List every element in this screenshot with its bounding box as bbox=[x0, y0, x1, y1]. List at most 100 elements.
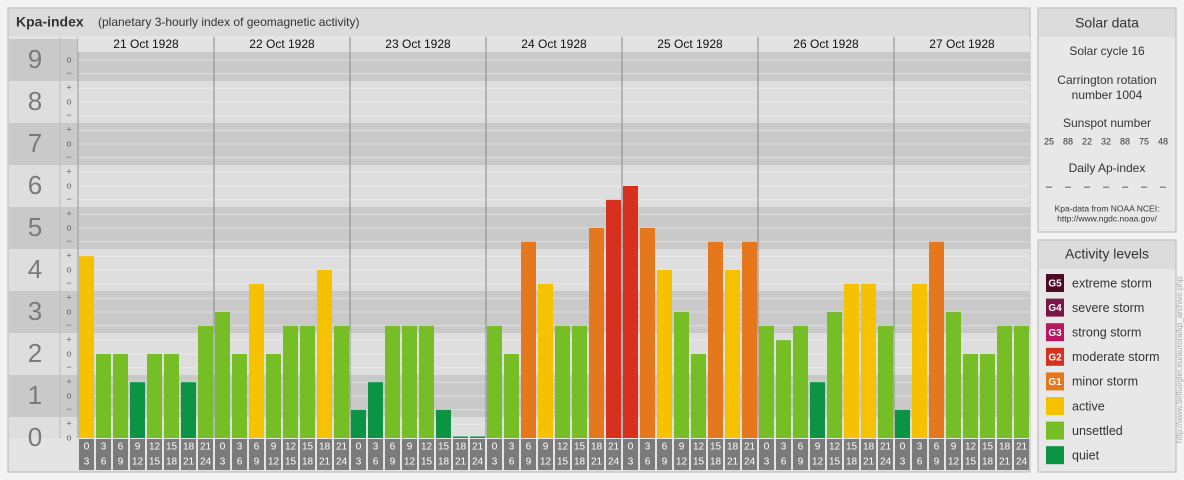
time-label: 21 bbox=[472, 442, 484, 453]
time-box bbox=[181, 439, 196, 470]
time-label: 9 bbox=[526, 457, 532, 468]
bar bbox=[912, 283, 927, 438]
time-label: 3 bbox=[628, 457, 634, 468]
bar bbox=[827, 312, 842, 438]
y-tick-label: 6 bbox=[28, 170, 42, 200]
bar bbox=[538, 283, 553, 438]
time-label: 0 bbox=[220, 442, 226, 453]
time-label: 21 bbox=[319, 457, 331, 468]
levels-header bbox=[1039, 241, 1175, 269]
bar bbox=[96, 354, 111, 438]
bar bbox=[266, 354, 281, 438]
solar-panel bbox=[1037, 7, 1177, 233]
day-label: 23 Oct 1928 bbox=[385, 37, 451, 51]
solar-cycle: Solar cycle 16 bbox=[1069, 44, 1145, 58]
minor-tick-label: + bbox=[66, 293, 71, 303]
sunspot-number: 88 bbox=[1063, 136, 1073, 146]
bar bbox=[351, 409, 366, 438]
minor-tick-label: − bbox=[66, 68, 71, 78]
minor-tick-label: − bbox=[66, 236, 71, 246]
time-label: 18 bbox=[438, 457, 450, 468]
time-box bbox=[470, 439, 485, 470]
day-label: 25 Oct 1928 bbox=[657, 37, 723, 51]
ap-value: – bbox=[1084, 181, 1091, 193]
time-label: 9 bbox=[951, 442, 957, 453]
legend-badge: G5 bbox=[1048, 279, 1062, 290]
y-tick-label: 4 bbox=[28, 254, 42, 284]
time-label: 9 bbox=[271, 442, 277, 453]
bar bbox=[1014, 325, 1029, 438]
time-label: 12 bbox=[268, 457, 280, 468]
bar bbox=[980, 354, 995, 438]
legend-label: moderate storm bbox=[1072, 350, 1160, 364]
sunspot-title: Sunspot number bbox=[1063, 116, 1151, 130]
time-label: 12 bbox=[149, 442, 161, 453]
time-box bbox=[708, 439, 723, 470]
time-label: 9 bbox=[135, 442, 141, 453]
bar bbox=[657, 270, 672, 438]
time-label: 6 bbox=[526, 442, 532, 453]
time-box bbox=[793, 439, 808, 470]
time-label: 15 bbox=[846, 442, 858, 453]
time-label: 9 bbox=[798, 457, 804, 468]
bar bbox=[963, 354, 978, 438]
time-label: 18 bbox=[982, 457, 994, 468]
time-label: 9 bbox=[254, 457, 260, 468]
time-box bbox=[861, 439, 876, 470]
time-label: 3 bbox=[101, 442, 107, 453]
time-label: 21 bbox=[336, 442, 348, 453]
minor-tick-label: + bbox=[66, 167, 71, 177]
time-box bbox=[776, 439, 791, 470]
ap-value: – bbox=[1122, 181, 1129, 193]
bar bbox=[198, 325, 213, 438]
bar bbox=[742, 241, 757, 438]
minor-tick-label: + bbox=[66, 419, 71, 429]
bar bbox=[385, 325, 400, 438]
bar bbox=[810, 382, 825, 438]
levels-title: Activity levels bbox=[1065, 246, 1149, 262]
time-label: 3 bbox=[356, 457, 362, 468]
bar bbox=[555, 325, 570, 438]
time-label: 6 bbox=[917, 457, 923, 468]
bar bbox=[674, 312, 689, 438]
source[interactable]: http://www.ngdc.noaa.gov/ bbox=[1057, 213, 1157, 223]
bar bbox=[623, 186, 638, 438]
time-label: 9 bbox=[390, 457, 396, 468]
sunspot-number: 22 bbox=[1082, 136, 1092, 146]
time-label: 18 bbox=[574, 457, 586, 468]
day-label: 24 Oct 1928 bbox=[521, 37, 587, 51]
ap-value: – bbox=[1065, 181, 1072, 193]
time-label: 12 bbox=[540, 457, 552, 468]
legend-swatch bbox=[1046, 421, 1064, 440]
bar bbox=[776, 340, 791, 438]
legend-label: unsettled bbox=[1072, 424, 1123, 438]
day-header bbox=[894, 37, 1030, 52]
band bbox=[9, 417, 1030, 438]
time-box bbox=[997, 439, 1012, 470]
time-label: 18 bbox=[319, 442, 331, 453]
time-box bbox=[521, 439, 536, 470]
day-header bbox=[350, 37, 486, 52]
time-label: 6 bbox=[118, 442, 124, 453]
bar bbox=[691, 354, 706, 438]
time-label: 0 bbox=[492, 442, 498, 453]
ap-value: – bbox=[1046, 181, 1053, 193]
bar bbox=[249, 283, 264, 438]
y-tick-label: 2 bbox=[28, 338, 42, 368]
time-box bbox=[640, 439, 655, 470]
time-box bbox=[725, 439, 740, 470]
legend-swatch bbox=[1046, 372, 1064, 391]
time-box bbox=[113, 439, 128, 470]
bar bbox=[470, 436, 485, 438]
time-label: 12 bbox=[948, 457, 960, 468]
bar bbox=[215, 312, 230, 438]
time-box bbox=[759, 439, 774, 470]
time-label: 21 bbox=[880, 442, 892, 453]
carrington: number 1004 bbox=[1072, 88, 1143, 102]
bar bbox=[708, 241, 723, 438]
time-label: 9 bbox=[543, 442, 549, 453]
time-label: 0 bbox=[764, 442, 770, 453]
time-label: 18 bbox=[863, 442, 875, 453]
day-label: 22 Oct 1928 bbox=[249, 37, 315, 51]
legend-label: quiet bbox=[1072, 448, 1100, 462]
